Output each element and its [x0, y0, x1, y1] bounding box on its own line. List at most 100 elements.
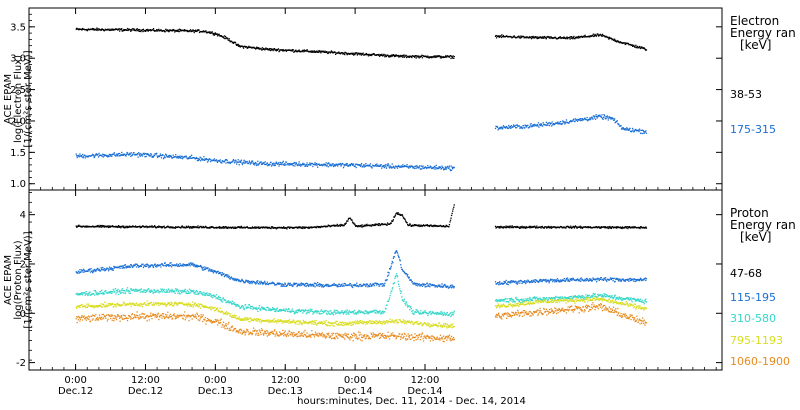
data-point	[449, 224, 450, 225]
data-point	[99, 293, 100, 294]
data-point	[177, 293, 178, 294]
data-point	[573, 36, 574, 37]
data-point	[200, 160, 201, 161]
data-point	[454, 286, 455, 287]
data-point	[502, 127, 503, 128]
data-point	[347, 220, 348, 221]
data-point	[535, 282, 536, 283]
data-point	[312, 166, 313, 167]
data-point	[601, 277, 602, 278]
data-point	[399, 288, 400, 289]
data-point	[392, 163, 393, 164]
data-point	[100, 291, 101, 292]
data-point	[216, 159, 217, 160]
data-point	[292, 309, 293, 310]
data-point	[250, 163, 251, 164]
data-point	[372, 285, 373, 286]
data-point	[78, 155, 79, 156]
data-point	[195, 30, 196, 31]
data-point	[327, 165, 328, 166]
data-point	[117, 289, 118, 290]
data-point	[346, 314, 347, 315]
data-point	[275, 311, 276, 312]
data-point	[257, 280, 258, 281]
data-point	[205, 269, 206, 270]
data-point	[523, 125, 524, 126]
data-point	[206, 292, 207, 293]
data-point	[298, 163, 299, 164]
data-point	[344, 54, 345, 55]
data-point	[505, 298, 506, 299]
data-point	[321, 313, 322, 314]
data-point	[249, 160, 250, 161]
data-point	[596, 281, 597, 282]
data-point	[277, 307, 278, 308]
data-point	[109, 267, 110, 268]
data-point	[188, 291, 189, 292]
data-point	[242, 164, 243, 165]
data-point	[405, 304, 406, 305]
data-point	[133, 152, 134, 153]
data-point	[436, 165, 437, 166]
data-point	[177, 289, 178, 290]
data-point	[130, 154, 131, 155]
data-point	[102, 267, 103, 268]
data-point	[245, 304, 246, 305]
data-point	[100, 270, 101, 271]
data-point	[314, 162, 315, 163]
data-point	[119, 153, 120, 154]
data-point	[111, 267, 112, 268]
data-point	[146, 291, 147, 292]
data-point	[392, 262, 393, 263]
data-point	[270, 228, 271, 229]
data-point	[343, 313, 344, 314]
data-point	[385, 308, 386, 309]
data-point	[577, 121, 578, 122]
data-point	[358, 286, 359, 287]
data-point	[378, 225, 379, 226]
data-point	[597, 279, 598, 280]
data-point	[255, 162, 256, 163]
data-point	[386, 279, 387, 280]
data-point	[618, 124, 619, 125]
data-point	[441, 166, 442, 167]
data-point	[93, 271, 94, 272]
series-47-68	[76, 204, 648, 229]
data-point	[79, 269, 80, 270]
data-point	[227, 38, 228, 39]
data-point	[286, 309, 287, 310]
data-point	[138, 152, 139, 153]
data-point	[410, 306, 411, 307]
data-point	[282, 286, 283, 287]
data-point	[552, 121, 553, 122]
data-point	[450, 58, 451, 59]
data-point	[82, 270, 83, 271]
data-point	[221, 299, 222, 300]
data-point	[354, 310, 355, 311]
data-point	[194, 32, 195, 33]
data-point	[400, 293, 401, 294]
data-point	[396, 275, 397, 276]
data-point	[496, 37, 497, 38]
data-point	[397, 252, 398, 253]
data-point	[244, 308, 245, 309]
data-point	[181, 292, 182, 293]
data-point	[116, 292, 117, 293]
data-point	[114, 152, 115, 153]
data-point	[642, 133, 643, 134]
data-point	[273, 50, 274, 51]
data-point	[525, 283, 526, 284]
data-point	[363, 311, 364, 312]
data-points	[76, 28, 648, 343]
data-point	[151, 154, 152, 155]
data-point	[215, 296, 216, 297]
data-point	[381, 168, 382, 169]
data-point	[413, 314, 414, 315]
data-point	[260, 310, 261, 311]
data-point	[252, 161, 253, 162]
data-point	[321, 309, 322, 310]
data-point	[119, 30, 120, 31]
data-point	[197, 291, 198, 292]
data-point	[633, 129, 634, 130]
data-point	[281, 162, 282, 163]
